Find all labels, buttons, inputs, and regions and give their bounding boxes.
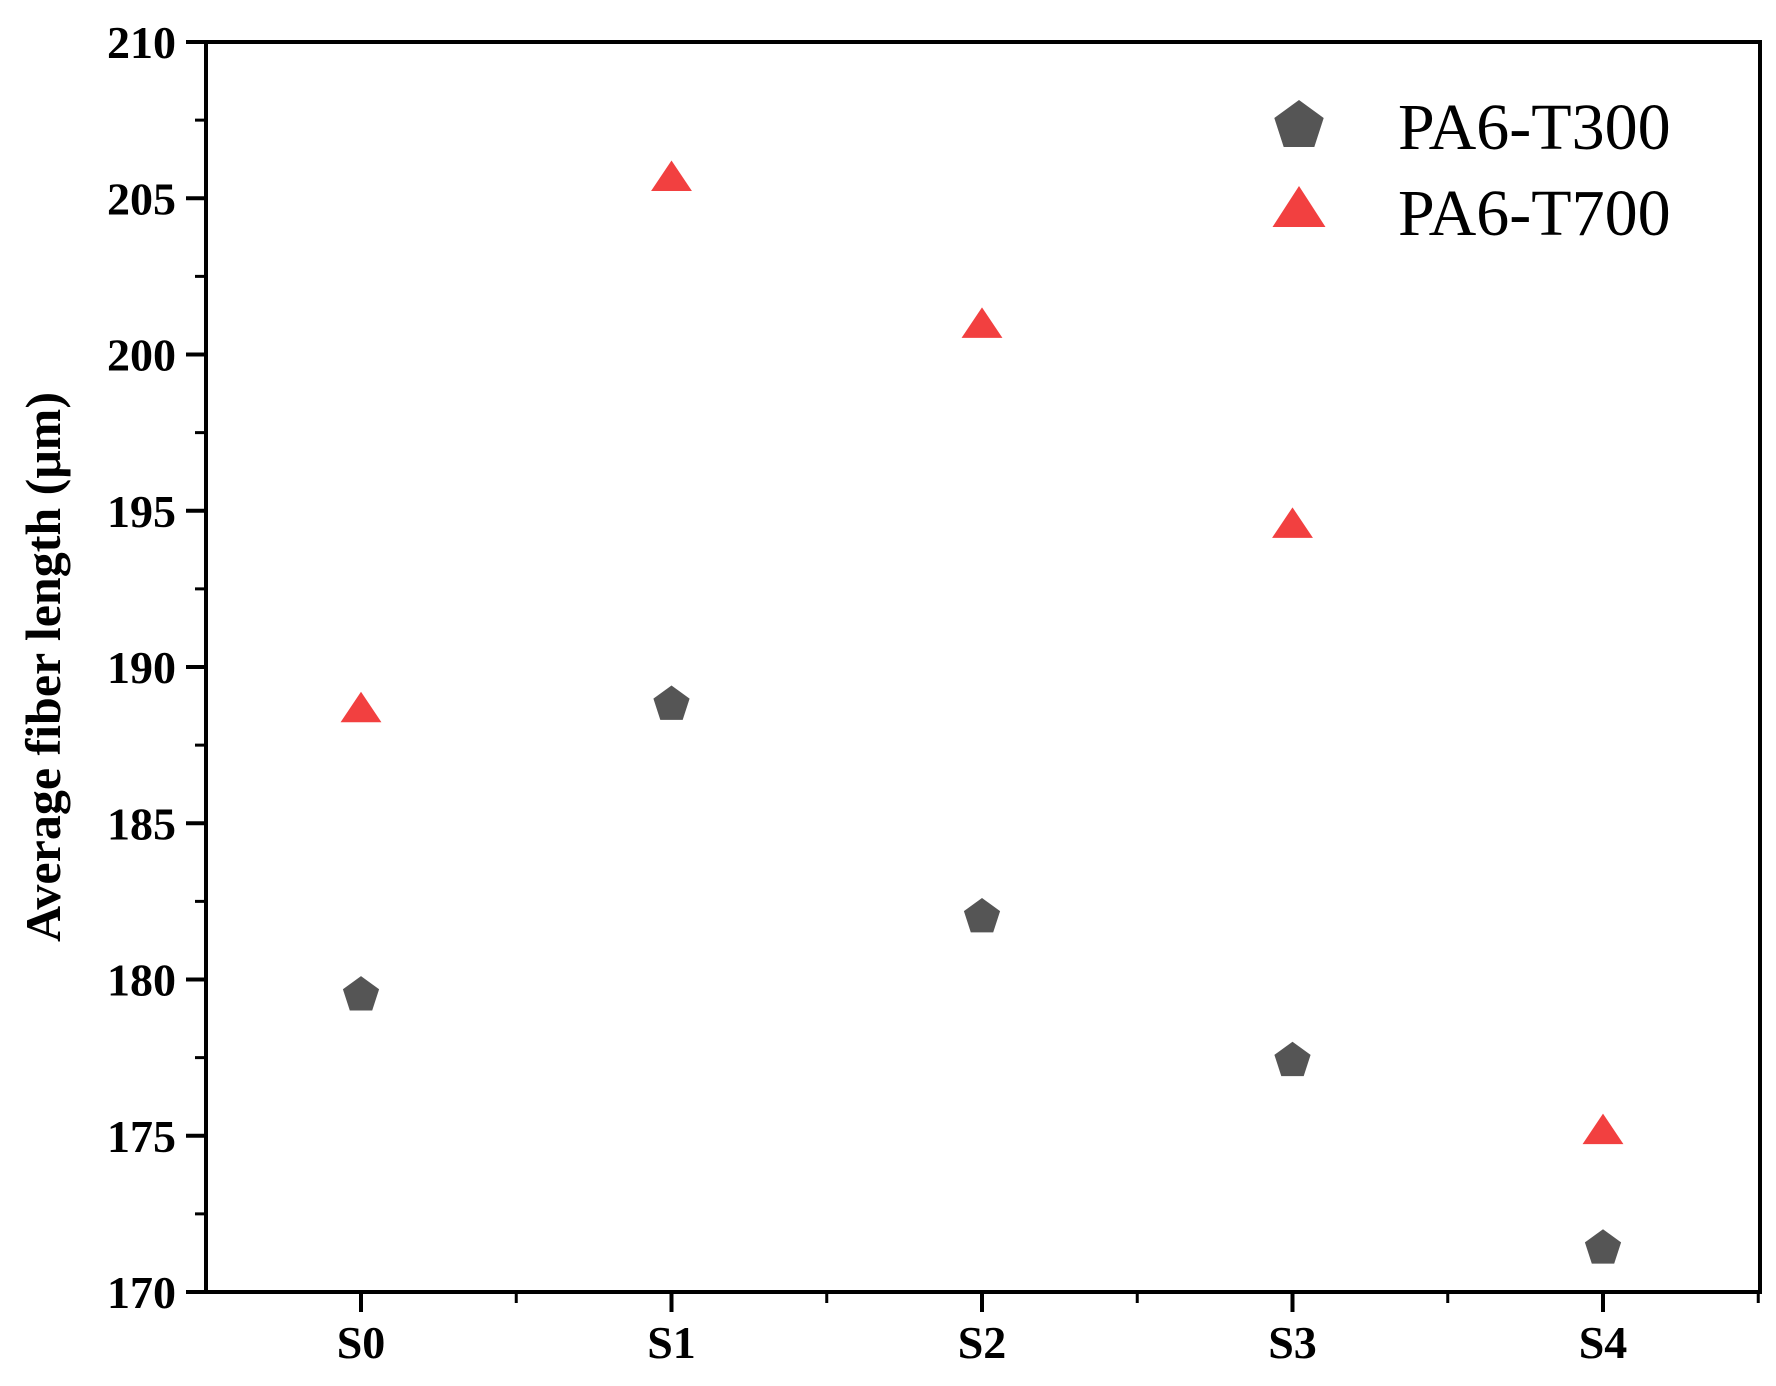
x-tick-label: S0: [337, 1317, 386, 1368]
x-tick-label: S3: [1268, 1317, 1317, 1368]
x-tick-label: S2: [958, 1317, 1007, 1368]
y-tick-label: 190: [107, 642, 176, 693]
y-axis-title: Average fiber length (μm): [15, 392, 71, 942]
data-point-pentagon: [963, 898, 1001, 933]
data-point-triangle: [651, 160, 692, 191]
x-tick-label: S1: [647, 1317, 696, 1368]
y-tick-label: 180: [107, 955, 176, 1006]
data-point-pentagon: [1584, 1229, 1622, 1264]
y-tick-label: 170: [107, 1267, 176, 1318]
y-tick-label: 200: [107, 330, 176, 381]
x-tick-label: S4: [1579, 1317, 1628, 1368]
y-tick-label: 175: [107, 1111, 176, 1162]
y-tick-label: 185: [107, 798, 176, 849]
data-markers: [340, 160, 1624, 1264]
data-point-triangle: [1582, 1113, 1624, 1145]
legend-marker-triangle: [1272, 186, 1326, 227]
y-tick-label: 210: [107, 17, 176, 68]
data-point-pentagon: [342, 976, 380, 1011]
y-tick-label: 195: [107, 486, 176, 537]
y-axis-ticks: 170 175 180 185 190 195 200 205 210: [107, 17, 206, 1318]
data-point-pentagon: [1274, 1041, 1311, 1077]
y-tick-label: 205: [107, 173, 176, 224]
legend: PA6-T300 PA6-T700: [1272, 91, 1671, 250]
x-axis-ticks: S0 S1 S2 S3 S4: [337, 1292, 1760, 1368]
legend-label: PA6-T700: [1398, 177, 1671, 250]
data-point-triangle: [340, 691, 382, 723]
legend-label: PA6-T300: [1398, 91, 1671, 164]
legend-marker-pentagon: [1274, 100, 1324, 147]
data-point-triangle: [961, 307, 1003, 338]
data-point-triangle: [1272, 507, 1313, 538]
data-point-pentagon: [653, 685, 690, 720]
